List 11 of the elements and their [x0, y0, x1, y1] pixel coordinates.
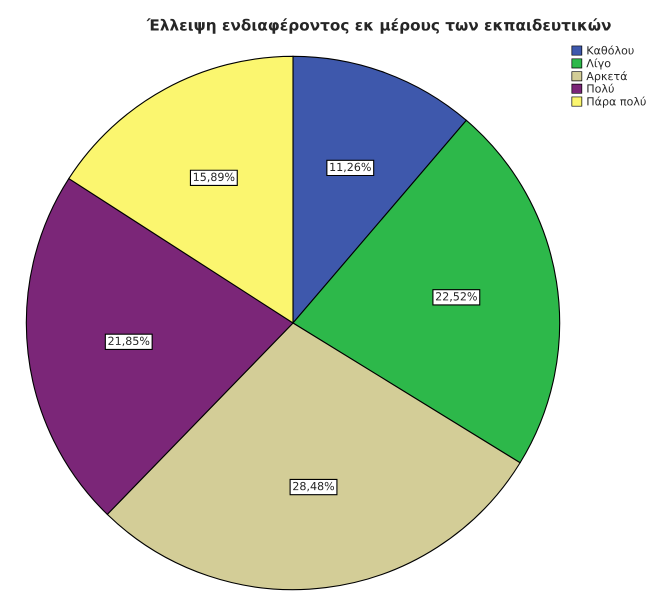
data-label: 22,52%: [436, 292, 477, 302]
chart-title: Έλλειψη ενδιαφέροντος εκ μέρους των εκπαιδευτικών: [146, 18, 611, 34]
data-label: 15,89%: [194, 172, 234, 182]
data-label: 28,48%: [293, 482, 334, 492]
legend-label: Αρκετά: [586, 71, 627, 82]
data-label: 11,26%: [330, 162, 371, 172]
legend-label: Πάρα πολύ: [587, 96, 646, 108]
data-label: 21,85%: [108, 336, 150, 346]
legend-label: Λίγο: [586, 58, 610, 70]
legend-label: Καθόλου: [587, 45, 634, 55]
legend-label: Πολύ: [587, 84, 614, 93]
